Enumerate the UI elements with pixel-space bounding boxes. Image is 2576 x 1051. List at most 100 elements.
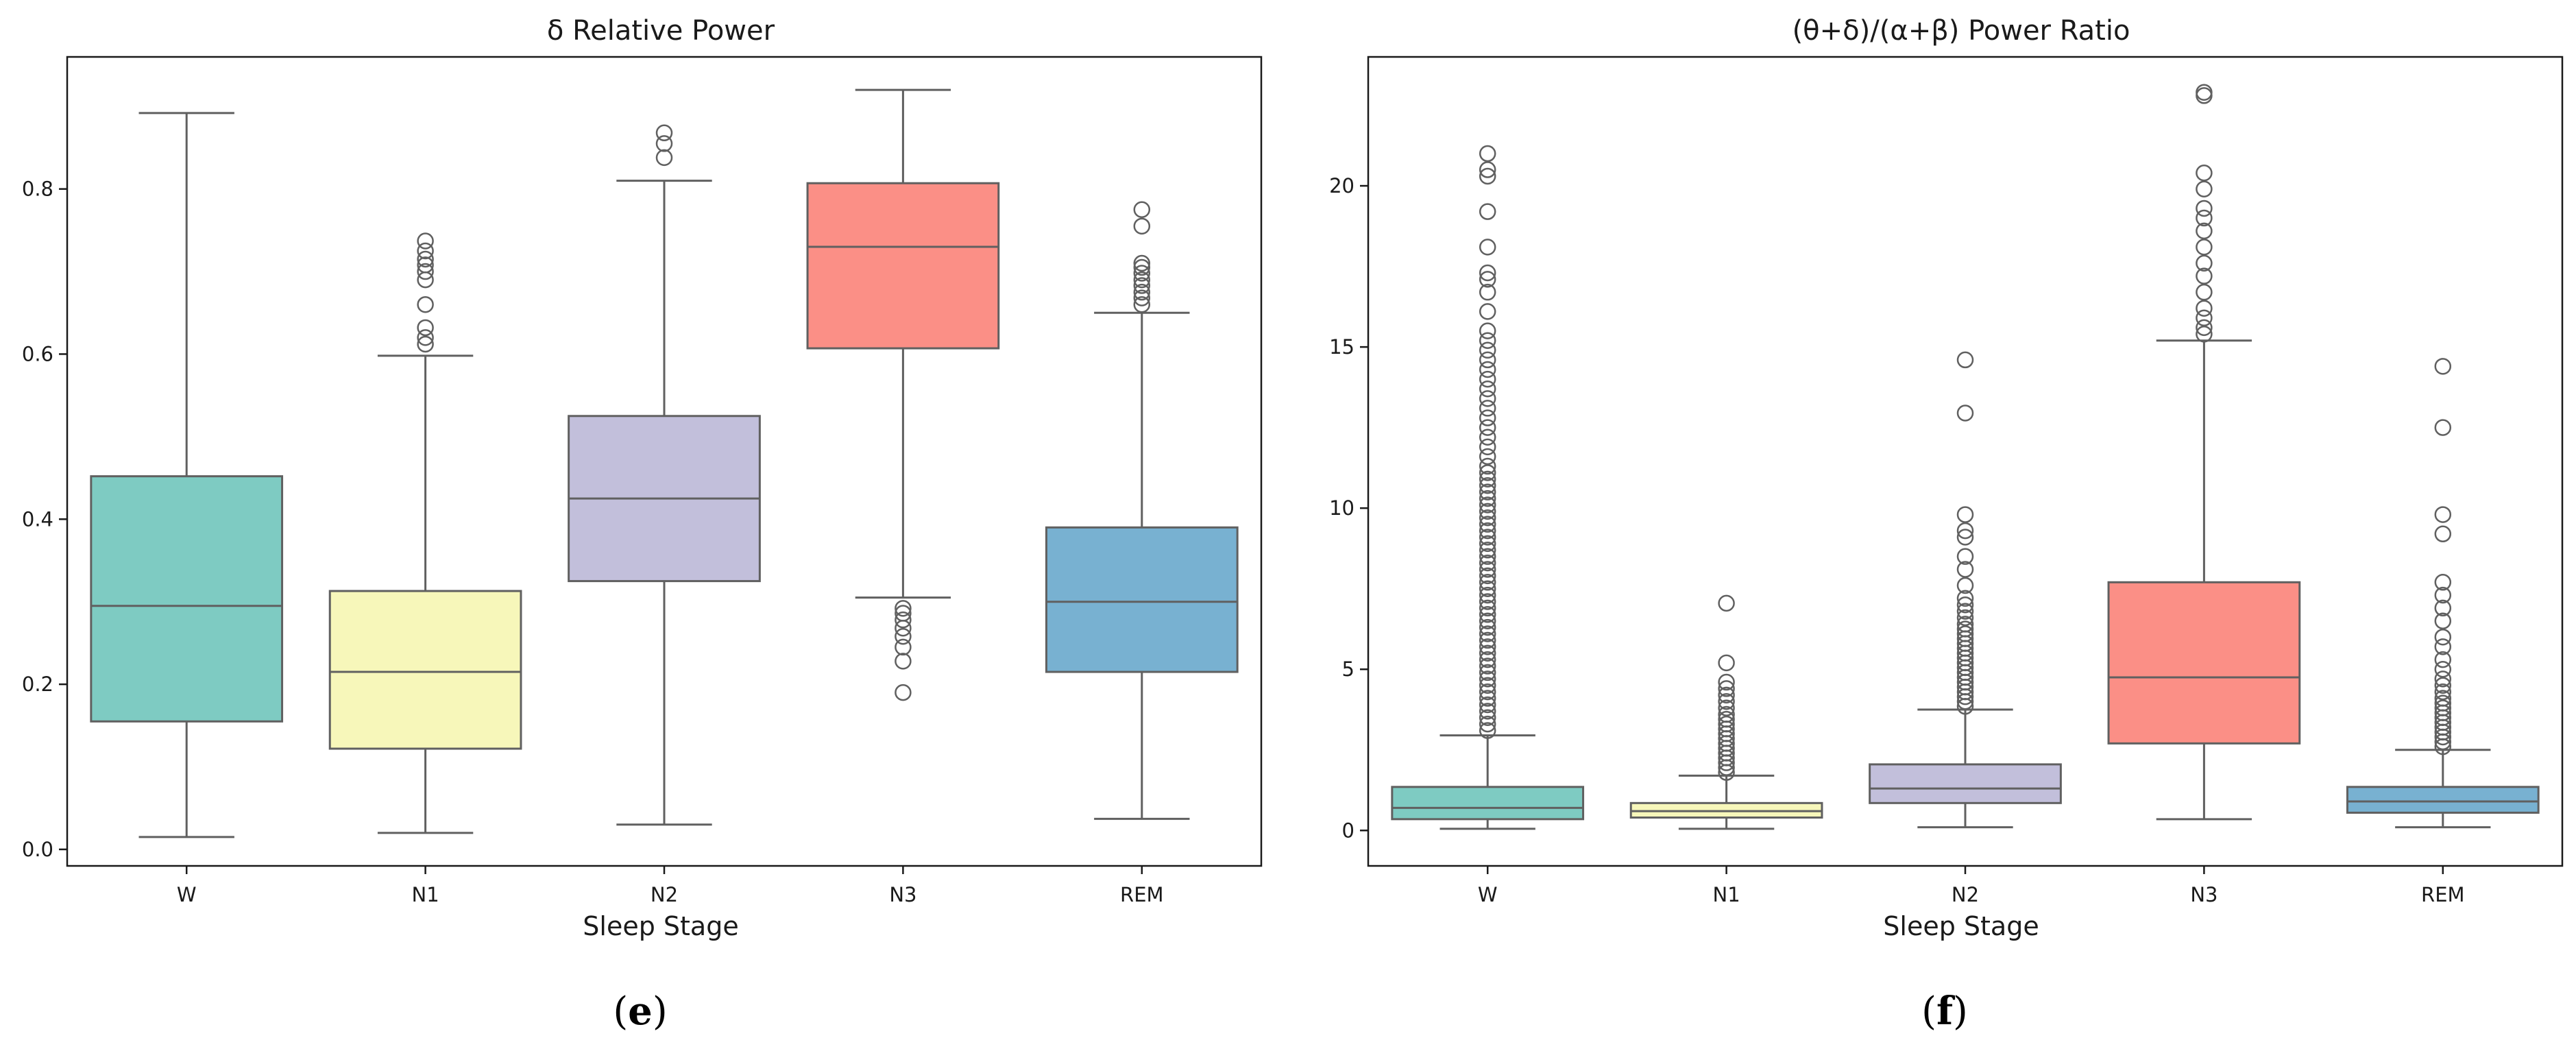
panel-f-w-outlier xyxy=(1479,419,1496,436)
panel-f-w-outlier xyxy=(1479,438,1496,456)
panel-f-n2-outlier xyxy=(1956,548,1974,565)
panel-e-n3-outlier xyxy=(895,638,912,656)
panel-e-rem-outlier xyxy=(1133,295,1151,313)
panel-f-w-outlier xyxy=(1479,303,1496,320)
panel-f-w-outlier xyxy=(1479,690,1496,707)
panel-f-w-outlier xyxy=(1479,361,1496,378)
panel-e-n1-outlier xyxy=(417,263,434,280)
panel-f-w-outlier xyxy=(1479,696,1496,714)
panel-f-n2-outlier xyxy=(1956,522,1974,540)
panel-e-n3-outlier xyxy=(895,611,912,629)
panel-e-x-tick-label: W xyxy=(177,883,197,906)
panel-f-y-tick-label: 0 xyxy=(1342,819,1354,842)
panel-e-x-tick-label: N2 xyxy=(651,883,678,906)
panel-f-n1-outlier xyxy=(1718,692,1735,710)
panel-f-rem-outlier xyxy=(2434,660,2452,678)
panel-f-n1-outlier xyxy=(1718,673,1735,691)
panel-f-rem-outlier xyxy=(2434,599,2452,617)
panel-e-n3-box xyxy=(806,182,1000,350)
panel-f-w-outlier xyxy=(1479,496,1496,514)
panel-f-w-outlier xyxy=(1479,586,1496,604)
panel-f-rem-outlier xyxy=(2434,638,2452,655)
panel-f-w-outlier xyxy=(1479,509,1496,527)
panel-e-rem-outlier xyxy=(1133,265,1151,282)
panel-f-w-outlier xyxy=(1479,638,1496,655)
panel-f-rem-outlier xyxy=(2434,690,2452,707)
panel-e-n1-outlier xyxy=(417,256,434,274)
panel-e-plot-area: 0.0 0.2 0.4 0.6 0.8 W N1 N2 N3 REM xyxy=(22,88,1239,906)
panel-f-w-outlier xyxy=(1479,145,1496,162)
panel-f-n1-outlier xyxy=(1718,710,1735,728)
panel-f-n2-outlier xyxy=(1956,590,1974,607)
panel-f-rem-outlier xyxy=(2434,671,2452,688)
panel-e-y-tick-label: 0.8 xyxy=(22,178,53,201)
panel-f-rem-outlier xyxy=(2434,358,2452,375)
panel-f-w-outlier xyxy=(1479,370,1496,388)
panel-f-w-box xyxy=(1391,786,1585,821)
panel-f-w-outlier xyxy=(1479,722,1496,739)
panel-f-w-outlier xyxy=(1479,203,1496,220)
panel-f-w-outlier xyxy=(1479,503,1496,520)
panel-f-x-tick-label: N2 xyxy=(1952,883,1979,906)
panel-f-n2-outlier xyxy=(1956,529,1974,546)
panel-e-n1-outlier xyxy=(417,319,434,337)
panel-f-y-tick-label: 15 xyxy=(1329,335,1354,359)
panel-e-n1-box xyxy=(328,590,522,750)
panel-f-w-outlier xyxy=(1479,322,1496,339)
panel-f-n2-outlier xyxy=(1956,596,1974,614)
panel-f-rem-outlier xyxy=(2434,419,2452,436)
panel-f-n2-outlier xyxy=(1956,561,1974,578)
panel-f-w-outlier xyxy=(1479,612,1496,629)
panel-f: (θ+δ)/(α+β) Power Ratio 0 5 10 15 20 W N1 N2 N3 R… xyxy=(1329,15,2564,1034)
panel-f-plot-area: 0 5 10 15 20 W N1 N2 N3 REM xyxy=(1329,84,2540,906)
panel-f-n3-outlier xyxy=(2196,84,2213,101)
panel-e-n1-outlier xyxy=(417,242,434,260)
panel-e-n3-outlier xyxy=(895,600,912,617)
panel-f-w-outlier xyxy=(1479,593,1496,610)
panel-e-y-tick-label: 0.6 xyxy=(22,342,53,365)
panel-e-x-tick-label: N1 xyxy=(412,883,439,906)
panel-f-n2-outlier xyxy=(1956,625,1974,642)
panel-f-w-outlier xyxy=(1479,664,1496,681)
panel-f-w-outlier xyxy=(1479,400,1496,417)
panel-f-x-tick-label: W xyxy=(1478,883,1498,906)
panel-f-w-outlier xyxy=(1479,490,1496,507)
panel-f-n3-outlier xyxy=(2196,267,2213,285)
panel-f-w-outlier xyxy=(1479,618,1496,636)
panel-f-y-tick-label: 10 xyxy=(1329,496,1354,520)
panel-f-w-outlier xyxy=(1479,283,1496,301)
panel-f-w-outlier xyxy=(1479,631,1496,649)
panel-f-n3-outlier xyxy=(2196,326,2213,343)
panel-f-n1-outlier xyxy=(1718,594,1735,612)
panel-f-letter: f xyxy=(1936,989,1956,1034)
panel-f-w-outlier xyxy=(1479,477,1496,494)
panel-f-rem-outlier xyxy=(2434,677,2452,694)
panel-f-n2-outlier xyxy=(1956,351,1974,369)
panel-f-w-outlier xyxy=(1479,561,1496,578)
panel-e-rem-outlier xyxy=(1133,277,1151,294)
panel-f-w-outlier xyxy=(1479,483,1496,500)
panel-f-rem-outlier xyxy=(2434,699,2452,716)
panel-f-n3-outlier xyxy=(2196,209,2213,227)
panel-f-n3-outlier xyxy=(2196,319,2213,337)
panel-f-n3-outlier xyxy=(2196,254,2213,272)
panel-f-w-outlier xyxy=(1479,677,1496,694)
panel-f-w-outlier xyxy=(1479,271,1496,288)
panel-e-rem-outlier xyxy=(1133,217,1151,235)
panel-f-w-outlier xyxy=(1479,599,1496,617)
panel-f-w-outlier xyxy=(1479,703,1496,720)
panel-f-n2-outlier xyxy=(1956,620,1974,638)
panel-f-w-outlier xyxy=(1479,464,1496,481)
panel-f-x-axis-label: Sleep Stage xyxy=(1883,911,2039,941)
panel-e-y-tick-label: 0.0 xyxy=(22,838,53,861)
panel-e-x-tick-label: N3 xyxy=(889,883,916,906)
panel-e-n3-outlier xyxy=(895,653,912,670)
panel-e-n2-outlier xyxy=(655,135,673,152)
panel-f-w-outlier xyxy=(1479,548,1496,565)
panel-f-w-outlier xyxy=(1479,341,1496,359)
panel-f-w-outlier xyxy=(1479,542,1496,559)
panel-f-n1-outlier xyxy=(1718,686,1735,704)
panel-e-rem-outlier xyxy=(1133,289,1151,306)
panel-f-w-outlier xyxy=(1479,529,1496,546)
panel-f-n2-outlier xyxy=(1956,609,1974,627)
